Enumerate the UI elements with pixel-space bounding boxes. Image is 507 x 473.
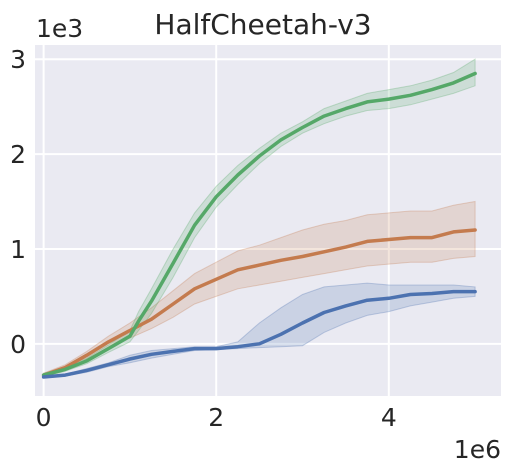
y-tick-label: 1 bbox=[10, 235, 26, 264]
x-tick-label: 4 bbox=[381, 403, 397, 432]
x-tick-label: 2 bbox=[208, 403, 224, 432]
band-series-2 bbox=[43, 58, 476, 378]
x-tick-labels: 0 2 4 bbox=[36, 403, 397, 432]
line-series-2 bbox=[41, 71, 477, 377]
y-tick-labels: 0 1 2 3 bbox=[10, 45, 26, 359]
x-offset-label: 1e6 bbox=[454, 435, 501, 464]
y-offset-label: 1e3 bbox=[36, 14, 83, 43]
y-tick-label: 3 bbox=[10, 45, 26, 74]
line-series-1 bbox=[41, 228, 477, 377]
y-tick-label: 2 bbox=[10, 140, 26, 169]
band-series-1 bbox=[43, 200, 476, 378]
x-tick-label: 0 bbox=[36, 403, 52, 432]
series-lines bbox=[41, 71, 477, 379]
y-tick-label: 0 bbox=[10, 330, 26, 359]
line-series-3 bbox=[41, 289, 477, 379]
plot-area bbox=[35, 45, 501, 396]
grid-lines bbox=[35, 45, 501, 396]
chart-title: HalfCheetah-v3 bbox=[154, 8, 371, 41]
